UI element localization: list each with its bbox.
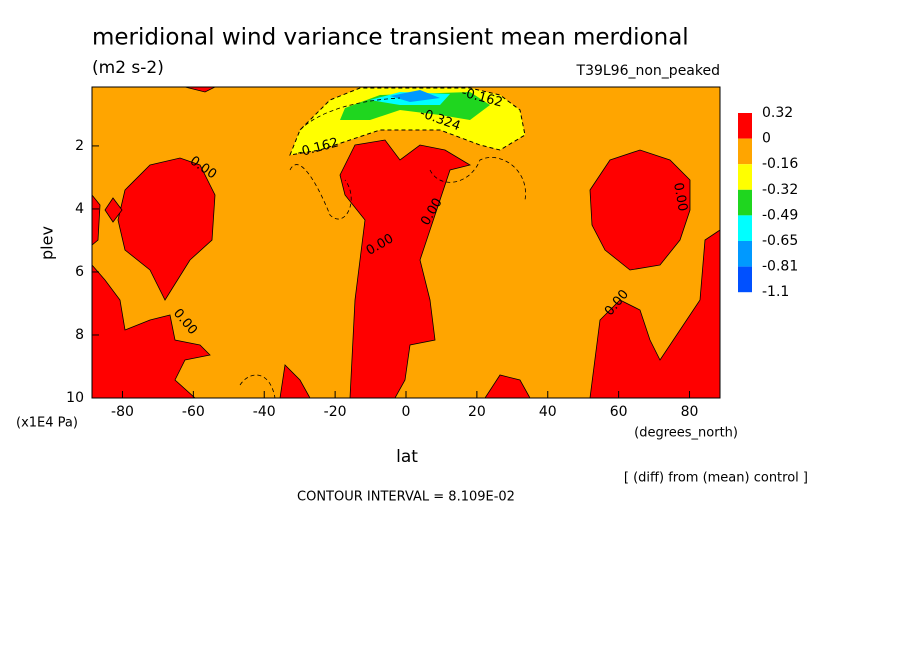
- colorbar-label: 0: [762, 131, 771, 147]
- y-tick-label: 8: [75, 327, 84, 343]
- region: [390, 90, 440, 102]
- region: [104, 197, 123, 223]
- contour-label: 0.00: [670, 181, 690, 212]
- contour-field: [91, 86, 721, 399]
- region: [589, 149, 691, 271]
- y-units: (x1E4 Pa): [16, 416, 78, 431]
- colorbar-box: [738, 241, 752, 267]
- y-tick-label: 6: [75, 264, 84, 280]
- contour-line: [429, 157, 526, 201]
- y-tick-label: 10: [66, 390, 84, 406]
- subtitle: (m2 s-2): [92, 58, 164, 78]
- x-tick-label: 60: [610, 404, 628, 420]
- contour-line: [239, 374, 276, 399]
- colorbar-box: [738, 164, 752, 190]
- region: [117, 157, 216, 301]
- contour-line: [299, 97, 401, 131]
- footer: CONTOUR INTERVAL = 8.109E-02: [297, 490, 515, 505]
- colorbar-box: [738, 189, 752, 216]
- x-tick-label: 0: [402, 404, 411, 420]
- colorbar-box: [738, 215, 752, 241]
- x-tick-label: -20: [324, 404, 347, 420]
- x-tick-label: -60: [182, 404, 205, 420]
- x-tick-label: 40: [539, 404, 557, 420]
- colorbar-label: 0.32: [762, 105, 793, 121]
- colorbar-label: -0.16: [762, 156, 798, 172]
- y-axis-label: plev: [38, 226, 57, 260]
- note: [ (diff) from (mean) control ]: [624, 471, 808, 486]
- x-units: (degrees_north): [634, 426, 738, 441]
- dataset-label: T39L96_non_peaked: [576, 63, 720, 79]
- y-tick-label: 4: [75, 201, 84, 217]
- colorbar-box: [738, 266, 752, 293]
- colorbar-label: -0.81: [762, 259, 798, 275]
- chart-title: meridional wind variance transient mean …: [92, 25, 689, 51]
- colorbar-label: -0.65: [762, 233, 798, 249]
- colorbar-label: -0.49: [762, 207, 798, 223]
- region: [91, 263, 211, 399]
- region: [339, 139, 472, 399]
- x-axis-label: lat: [396, 447, 418, 467]
- x-tick-label: 80: [681, 404, 699, 420]
- x-tick-label: 20: [468, 404, 486, 420]
- contour-line: [289, 164, 352, 220]
- x-tick-label: -80: [111, 404, 134, 420]
- colorbar-label: -0.32: [762, 182, 798, 198]
- colorbar-label: -1.1: [762, 284, 789, 300]
- x-tick-label: -40: [253, 404, 276, 420]
- colorbar-box: [738, 138, 752, 165]
- colorbar-box: [738, 113, 752, 139]
- y-tick-label: 2: [75, 138, 84, 154]
